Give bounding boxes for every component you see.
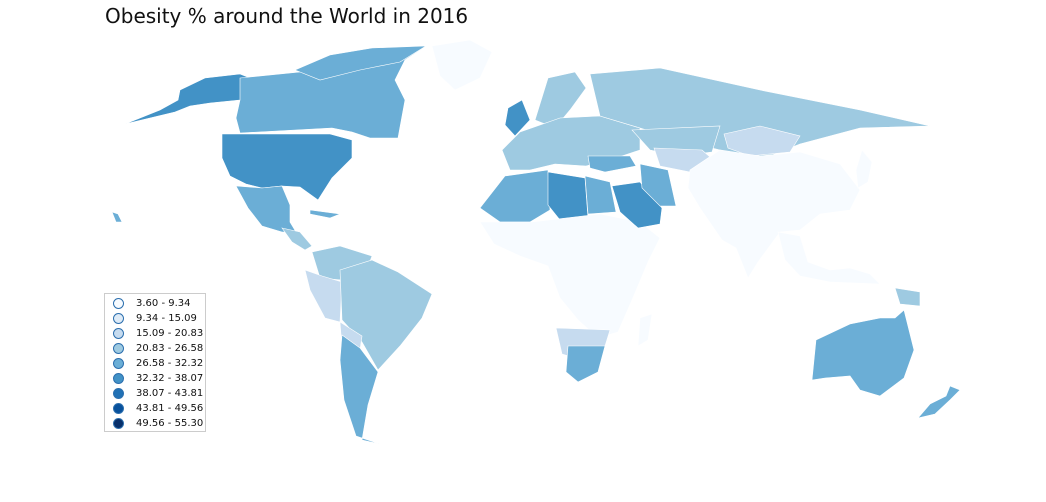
legend-item: 32.32 - 38.07	[113, 371, 205, 386]
region-sub-saharan-africa	[479, 213, 661, 339]
legend-swatch-icon	[113, 298, 124, 309]
region-egypt	[584, 175, 617, 215]
legend-item: 9.34 - 15.09	[113, 311, 205, 326]
legend-item: 20.83 - 26.58	[113, 341, 205, 356]
region-cuba	[309, 209, 342, 219]
legend-item: 43.81 - 49.56	[113, 401, 205, 416]
legend-swatch-icon	[113, 403, 124, 414]
region-southeast-asia	[777, 231, 881, 285]
region-turkey	[587, 155, 637, 173]
region-new-zealand	[917, 385, 961, 419]
region-hawaii	[111, 211, 123, 223]
region-mexico	[235, 185, 297, 233]
region-uk-ireland	[504, 99, 531, 137]
legend-swatch-icon	[113, 358, 124, 369]
legend-swatch-icon	[113, 388, 124, 399]
region-china-india	[687, 149, 861, 279]
region-japan	[855, 149, 873, 189]
region-greenland	[431, 39, 493, 91]
region-madagascar	[637, 313, 653, 347]
map-title: Obesity % around the World in 2016	[105, 4, 469, 28]
region-australia	[811, 309, 915, 397]
legend-label: 20.83 - 26.58	[136, 343, 204, 354]
region-south-africa	[565, 345, 606, 383]
legend-item: 26.58 - 32.32	[113, 356, 205, 371]
legend-label: 15.09 - 20.83	[136, 328, 204, 339]
legend-item: 15.09 - 20.83	[113, 326, 205, 341]
region-libya	[547, 171, 589, 221]
legend-label: 32.32 - 38.07	[136, 373, 204, 384]
legend-label: 26.58 - 32.32	[136, 358, 204, 369]
region-iran-area	[639, 163, 677, 207]
region-north-africa-west	[479, 169, 551, 223]
legend-label: 3.60 - 9.34	[136, 298, 191, 309]
legend-item: 3.60 - 9.34	[113, 296, 205, 311]
legend-swatch-icon	[113, 373, 124, 384]
region-canada-arctic-islands	[294, 45, 428, 81]
legend: 3.60 - 9.34 9.34 - 15.09 15.09 - 20.83 20.8…	[104, 293, 206, 432]
legend-label: 9.34 - 15.09	[136, 313, 197, 324]
legend-swatch-icon	[113, 313, 124, 324]
legend-item: 38.07 - 43.81	[113, 386, 205, 401]
region-alaska	[124, 73, 256, 125]
legend-swatch-icon	[113, 343, 124, 354]
region-usa	[221, 133, 353, 201]
legend-label: 43.81 - 49.56	[136, 403, 204, 414]
region-mongolia	[723, 125, 801, 157]
region-argentina-chile	[339, 334, 381, 445]
legend-label: 38.07 - 43.81	[136, 388, 204, 399]
region-central-america	[281, 227, 313, 251]
legend-swatch-icon	[113, 328, 124, 339]
region-papua-new-guinea	[894, 287, 921, 307]
legend-item: 49.56 - 55.30	[113, 416, 205, 431]
legend-label: 49.56 - 55.30	[136, 418, 204, 429]
legend-swatch-icon	[113, 418, 124, 429]
